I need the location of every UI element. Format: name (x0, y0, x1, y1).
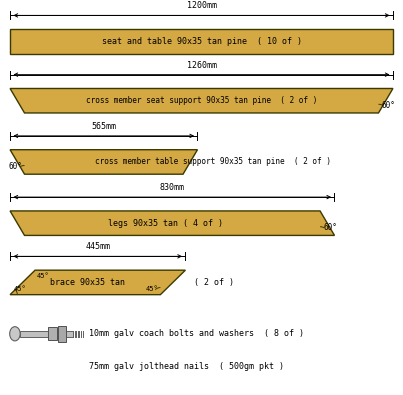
Polygon shape (58, 326, 66, 342)
Text: 830mm: 830mm (160, 183, 185, 192)
Text: 1260mm: 1260mm (187, 60, 216, 70)
Text: 1200mm: 1200mm (187, 1, 216, 10)
Polygon shape (10, 270, 185, 295)
Polygon shape (10, 211, 334, 235)
Text: 10mm galv coach bolts and washers  ( 8 of ): 10mm galv coach bolts and washers ( 8 of… (89, 329, 303, 338)
Text: 60°: 60° (323, 223, 337, 232)
Text: 45°: 45° (145, 286, 158, 292)
Text: 445mm: 445mm (85, 242, 110, 251)
Text: seat and table 90x35 tan pine  ( 10 of ): seat and table 90x35 tan pine ( 10 of ) (102, 37, 301, 46)
Text: ( 2 of ): ( 2 of ) (193, 278, 234, 287)
Text: brace 90x35 tan: brace 90x35 tan (50, 278, 125, 287)
Text: 45°: 45° (13, 286, 26, 292)
Text: 60°: 60° (9, 162, 23, 171)
Text: 75mm galv jolthead nails  ( 500gm pkt ): 75mm galv jolthead nails ( 500gm pkt ) (89, 362, 284, 371)
Text: cross member table support 90x35 tan pine  ( 2 of ): cross member table support 90x35 tan pin… (95, 158, 330, 166)
Polygon shape (10, 88, 393, 113)
Polygon shape (48, 327, 57, 340)
Text: 565mm: 565mm (91, 122, 116, 131)
Polygon shape (20, 331, 73, 337)
Polygon shape (10, 29, 393, 54)
Text: 45°: 45° (37, 273, 50, 279)
Text: cross member seat support 90x35 tan pine  ( 2 of ): cross member seat support 90x35 tan pine… (86, 96, 317, 105)
Polygon shape (10, 150, 197, 174)
Ellipse shape (10, 327, 20, 341)
Text: legs 90x35 tan ( 4 of ): legs 90x35 tan ( 4 of ) (108, 219, 222, 228)
Text: 60°: 60° (382, 101, 395, 110)
